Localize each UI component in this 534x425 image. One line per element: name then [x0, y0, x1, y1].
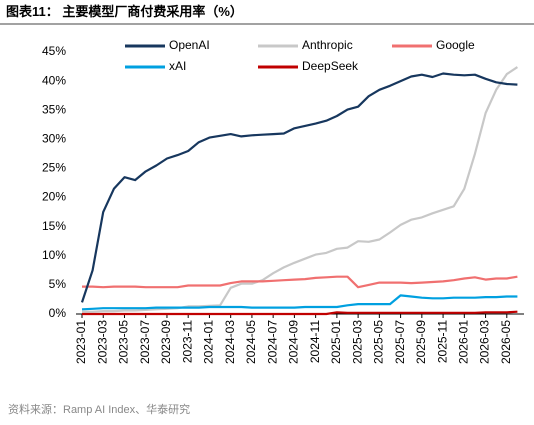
x-tick-label: 2025-11 [435, 320, 449, 363]
legend-label: DeepSeek [302, 59, 359, 73]
legend-label: OpenAI [169, 38, 210, 52]
x-tick-label: 2024-03 [223, 320, 237, 364]
series-line [81, 294, 518, 311]
x-tick-label: 2023-01 [74, 320, 88, 364]
x-tick-label: 2023-11 [180, 320, 194, 363]
y-tick-label: 45% [42, 44, 66, 58]
x-tick-label: 2023-05 [117, 320, 131, 364]
y-tick-label: 40% [42, 73, 66, 87]
y-tick-label: 30% [42, 132, 66, 146]
x-tick-label: 2024-05 [244, 320, 258, 364]
x-tick-label: 2025-03 [350, 320, 364, 364]
source-note: 资料来源：Ramp AI Index、华泰研究 [8, 402, 190, 416]
x-tick-label: 2024-07 [265, 320, 279, 364]
x-tick-label: 2023-09 [159, 320, 173, 364]
x-tick-label: 2025-01 [329, 320, 343, 364]
x-tick-label: 2026-05 [499, 320, 513, 364]
x-tick-label: 2025-05 [372, 320, 386, 364]
chart-title: 图表11： 主要模型厂商付费采用率（%） [6, 4, 243, 19]
x-tick-label: 2025-09 [414, 320, 428, 364]
series-line [82, 310, 518, 316]
series-line [82, 275, 518, 289]
y-tick-label: 15% [42, 219, 66, 233]
y-tick-label: 20% [42, 190, 66, 204]
x-tick-label: 2023-07 [138, 320, 152, 364]
y-tick-label: 5% [49, 277, 67, 291]
x-tick-label: 2023-03 [95, 320, 109, 364]
x-tick-label: 2026-03 [478, 320, 492, 364]
y-tick-label: 35% [42, 102, 66, 116]
x-tick-label: 2024-09 [287, 320, 301, 364]
legend-label: Anthropic [302, 38, 353, 52]
y-tick-label: 10% [42, 248, 66, 262]
y-tick-label: 0% [49, 306, 67, 320]
legend-label: Google [436, 38, 475, 52]
y-tick-label: 25% [42, 161, 66, 175]
x-tick-label: 2025-07 [393, 320, 407, 364]
series-line [82, 66, 519, 313]
series-line [80, 72, 518, 303]
x-tick-label: 2024-11 [308, 320, 322, 363]
legend-label: xAI [169, 59, 186, 73]
x-tick-label: 2024-01 [202, 320, 216, 364]
x-tick-label: 2026-01 [456, 320, 470, 364]
